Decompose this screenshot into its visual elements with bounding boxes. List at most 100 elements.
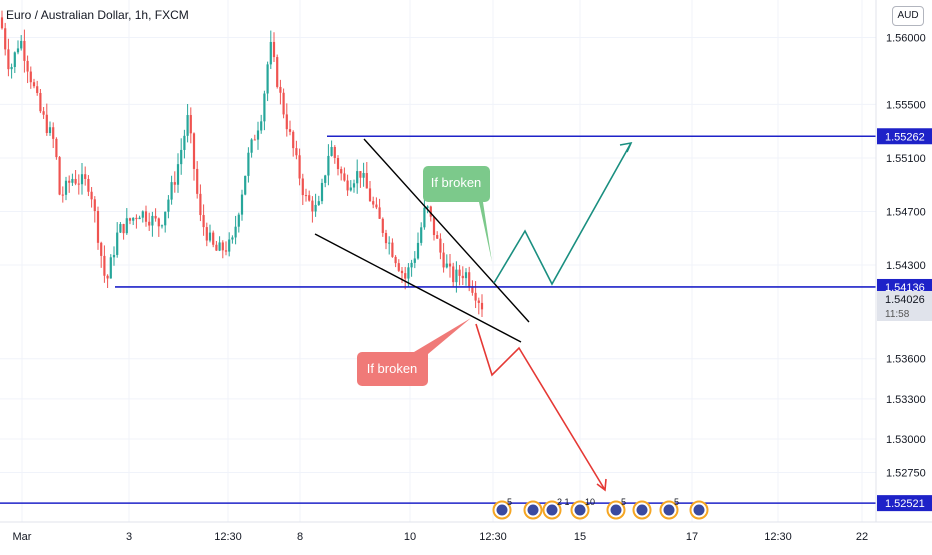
wedge-upper-line[interactable] xyxy=(363,138,530,323)
level-price-label: 1.54136 xyxy=(885,282,925,294)
candle-body xyxy=(80,174,84,185)
wedge-lower-line[interactable] xyxy=(314,233,522,343)
time-tick-label: 12:30 xyxy=(764,531,792,543)
candle-body xyxy=(375,204,378,208)
candle-body xyxy=(263,93,266,122)
candle-body xyxy=(39,92,42,112)
candle-body xyxy=(253,139,256,141)
candle-body xyxy=(333,147,336,159)
candle-body xyxy=(292,131,295,149)
candle-body xyxy=(13,52,16,68)
candle-body xyxy=(410,262,413,268)
candle-body xyxy=(228,239,231,252)
candle-body xyxy=(132,217,135,221)
candle-body xyxy=(327,155,330,176)
current-price-label: 1.54026 xyxy=(885,294,925,306)
time-tick-label: Mar xyxy=(13,531,32,543)
candle-body xyxy=(442,252,445,268)
bearish-path[interactable] xyxy=(475,323,606,491)
candle-body xyxy=(285,114,288,130)
candle-body xyxy=(164,211,167,226)
candle-body xyxy=(157,218,160,227)
countdown-label: 11:58 xyxy=(885,309,910,320)
price-axis[interactable]: 1.56000 1.55500 1.55100 1.54700 1.54300 1.536… xyxy=(875,0,932,550)
time-tick-label: 12:30 xyxy=(479,531,507,543)
candle-body xyxy=(420,227,423,243)
candle-body xyxy=(343,173,346,181)
candle-body xyxy=(141,211,144,218)
candle-body xyxy=(218,242,221,251)
candle-body xyxy=(42,111,45,115)
candle-body xyxy=(32,82,36,87)
current-price-tag[interactable] xyxy=(877,291,932,321)
candle-body xyxy=(20,40,23,49)
candles xyxy=(0,10,484,317)
candle-body xyxy=(16,48,20,53)
candle-body xyxy=(439,238,442,253)
candle-body xyxy=(304,195,308,197)
flag-icon xyxy=(693,504,705,516)
candle-body xyxy=(272,41,276,58)
price-tick-label: 1.55500 xyxy=(886,99,926,111)
bearish-arrowhead[interactable] xyxy=(596,478,607,492)
candle-body xyxy=(423,207,426,228)
candle-body xyxy=(346,180,349,191)
candle-body xyxy=(231,237,234,240)
callout-red-box[interactable] xyxy=(357,318,471,386)
horizontal-levels[interactable] xyxy=(0,135,876,504)
candle-body xyxy=(314,204,317,212)
currency-button[interactable]: AUD xyxy=(892,6,924,26)
candle-body xyxy=(23,40,26,61)
level-price-tag[interactable] xyxy=(877,128,932,145)
time-axis[interactable]: Mar 3 12:30 8 10 12:30 15 17 12:30 22 xyxy=(0,521,932,543)
candle-body xyxy=(68,180,71,183)
candle-body xyxy=(84,174,87,179)
candle-body xyxy=(151,215,154,226)
candle-body xyxy=(87,178,90,192)
event-badge-count: 2 1 xyxy=(557,497,570,507)
candle-body xyxy=(215,244,218,251)
candle-body xyxy=(55,138,58,158)
flag-icon xyxy=(527,504,539,516)
candle-body xyxy=(330,147,333,156)
candle-body xyxy=(135,217,138,220)
level-price-tag[interactable] xyxy=(877,278,932,295)
price-tick-label: 1.52750 xyxy=(886,467,926,479)
candle-body xyxy=(52,127,55,139)
candle-body xyxy=(477,300,480,303)
candle-body xyxy=(7,49,10,70)
candle-body xyxy=(144,211,148,222)
trend-drawings[interactable] xyxy=(314,138,633,492)
price-tick-label: 1.55100 xyxy=(886,153,926,165)
bullish-arrowhead[interactable] xyxy=(619,141,633,153)
callout-red-text: If broken xyxy=(367,361,418,376)
annotations[interactable]: If broken If broken xyxy=(357,166,492,386)
candle-body xyxy=(394,256,397,264)
candle-body xyxy=(74,178,77,184)
candle-body xyxy=(362,173,365,178)
flag-icon xyxy=(610,504,622,516)
level-price-tag[interactable] xyxy=(877,495,932,512)
candle-body xyxy=(176,164,180,185)
candle-body xyxy=(122,224,125,234)
price-tick-label: 1.53300 xyxy=(886,394,926,406)
time-tick-label: 10 xyxy=(404,531,416,543)
grid-lines xyxy=(0,0,876,522)
callout-green-box[interactable] xyxy=(423,166,492,262)
candle-body xyxy=(269,41,272,65)
candle-body xyxy=(58,157,61,195)
candle-body xyxy=(234,226,237,238)
bullish-path[interactable] xyxy=(493,142,632,286)
event-badges[interactable]: 5 2 1 10 5 5 xyxy=(492,497,709,520)
candle-body xyxy=(365,173,368,189)
candle-body xyxy=(372,201,375,205)
candle-body xyxy=(426,206,429,208)
candle-body xyxy=(10,67,13,70)
candle-body xyxy=(100,242,103,256)
candle-body xyxy=(378,207,381,219)
flag-icon xyxy=(496,504,508,516)
price-tick-label: 1.53600 xyxy=(886,354,926,366)
flag-icon xyxy=(546,504,558,516)
